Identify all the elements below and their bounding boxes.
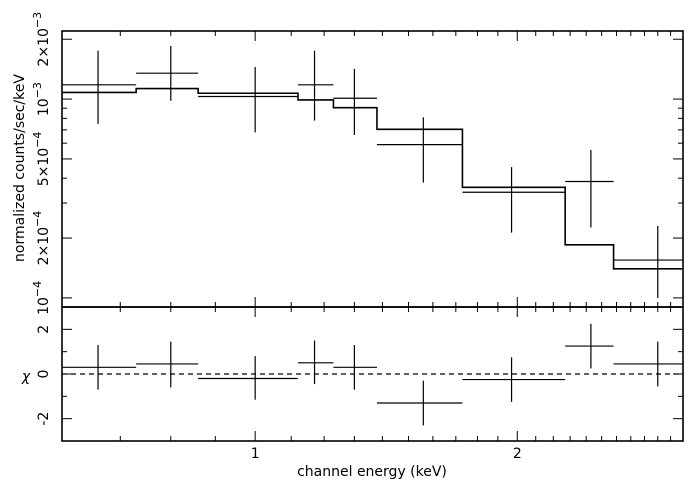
y-tick-label-spectrum: 5×10−4 — [31, 132, 52, 187]
spectrum-axes-frame — [62, 31, 683, 307]
x-axis-title: channel energy (keV) — [297, 464, 447, 480]
y-tick-label-spectrum: 2×10−3 — [31, 12, 52, 67]
x-tick-label: 2 — [513, 446, 522, 462]
y-tick-label-spectrum: 10−4 — [31, 281, 52, 315]
y-axis-title-spectrum: normalized counts/sec/keV — [12, 74, 28, 262]
x-tick-label: 1 — [251, 446, 260, 462]
model-step-line — [62, 89, 683, 269]
y-tick-label-residual: 0 — [36, 370, 52, 379]
residuals-panel: 1 2 -2 0 2 — [36, 307, 683, 462]
y-axis-title-residuals: χ — [21, 369, 31, 385]
y-tick-label-residual: -2 — [36, 412, 52, 426]
y-tick-label-residual: 2 — [36, 325, 52, 334]
y-tick-label-spectrum: 10−3 — [31, 82, 52, 116]
spectrum-panel: 10−4 2×10−4 5×10−4 10−3 2×10−3 — [31, 12, 683, 315]
y-tick-label-spectrum: 2×10−4 — [31, 211, 52, 266]
